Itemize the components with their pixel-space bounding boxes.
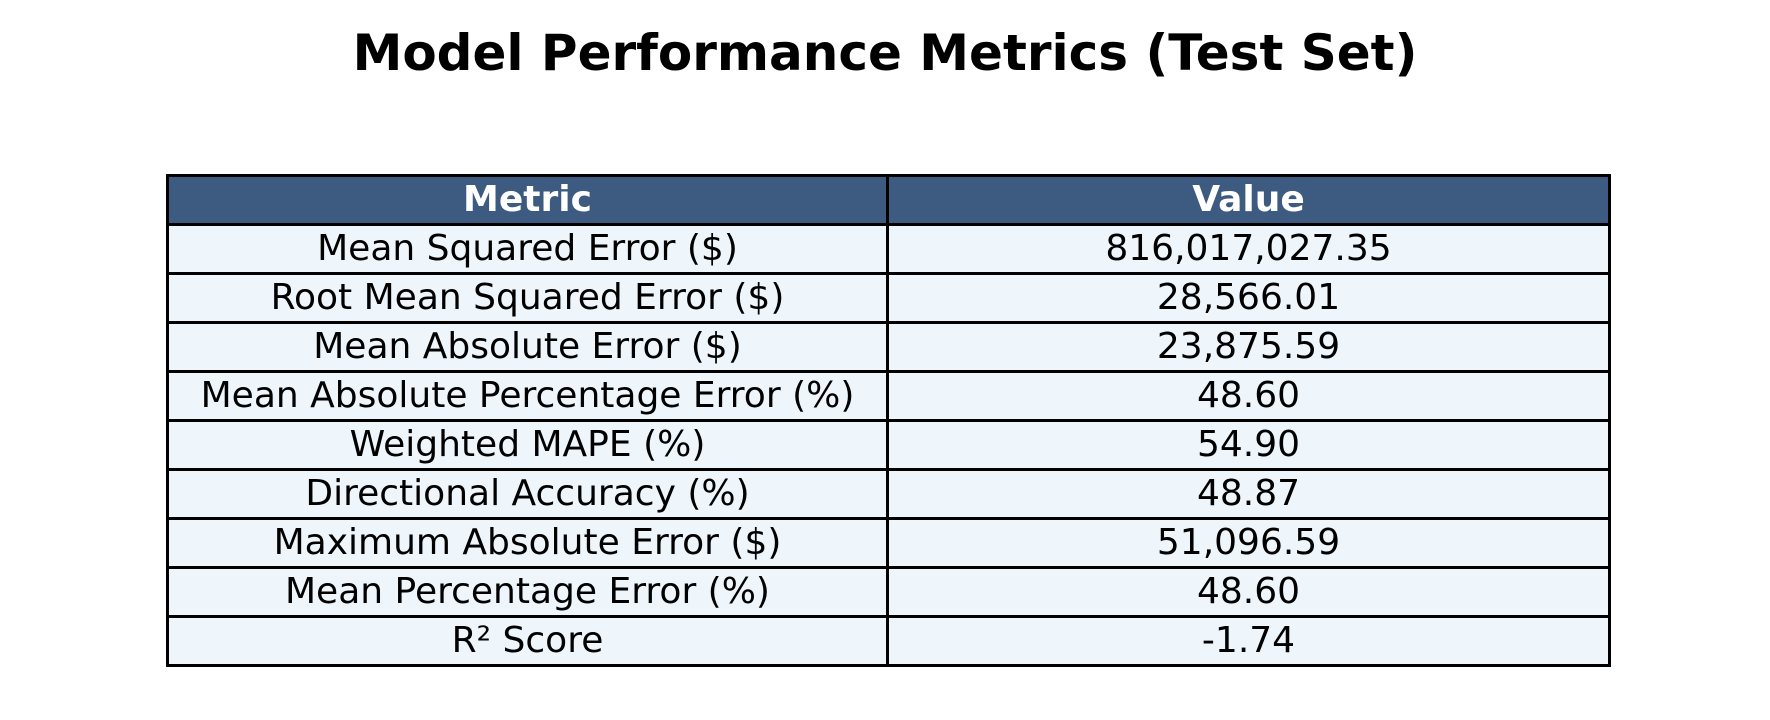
metric-name-cell: Maximum Absolute Error ($) — [166, 517, 889, 569]
metric-name-cell: Mean Absolute Error ($) — [166, 321, 889, 373]
table-row: Mean Percentage Error (%) 48.60 — [166, 566, 1611, 618]
metric-name-cell: Mean Absolute Percentage Error (%) — [166, 370, 889, 422]
metric-value-cell: 51,096.59 — [886, 517, 1611, 569]
metric-value-cell: 23,875.59 — [886, 321, 1611, 373]
table-row: Maximum Absolute Error ($) 51,096.59 — [166, 517, 1611, 569]
metric-name-cell: Weighted MAPE (%) — [166, 419, 889, 471]
metric-value-cell: 48.87 — [886, 468, 1611, 520]
column-header-value: Value — [886, 174, 1611, 226]
metric-name-cell: Root Mean Squared Error ($) — [166, 272, 889, 324]
metrics-table-container: Metric Value Mean Squared Error ($) 816,… — [166, 174, 1611, 667]
metric-value-cell: 54.90 — [886, 419, 1611, 471]
table-row: Weighted MAPE (%) 54.90 — [166, 419, 1611, 471]
metric-name-cell: Mean Percentage Error (%) — [166, 566, 889, 618]
metric-name-cell: R² Score — [166, 615, 889, 667]
metric-value-cell: -1.74 — [886, 615, 1611, 667]
metrics-table: Metric Value Mean Squared Error ($) 816,… — [166, 174, 1611, 667]
table-row: Mean Absolute Error ($) 23,875.59 — [166, 321, 1611, 373]
chart-title: Model Performance Metrics (Test Set) — [352, 24, 1418, 82]
metric-value-cell: 816,017,027.35 — [886, 223, 1611, 275]
table-row: Root Mean Squared Error ($) 28,566.01 — [166, 272, 1611, 324]
metric-name-cell: Mean Squared Error ($) — [166, 223, 889, 275]
metric-name-cell: Directional Accuracy (%) — [166, 468, 889, 520]
metric-value-cell: 28,566.01 — [886, 272, 1611, 324]
table-header-row: Metric Value — [166, 174, 1611, 226]
table-row: R² Score -1.74 — [166, 615, 1611, 667]
table-row: Mean Squared Error ($) 816,017,027.35 — [166, 223, 1611, 275]
column-header-metric: Metric — [166, 174, 889, 226]
metric-value-cell: 48.60 — [886, 370, 1611, 422]
table-row: Directional Accuracy (%) 48.87 — [166, 468, 1611, 520]
metric-value-cell: 48.60 — [886, 566, 1611, 618]
table-row: Mean Absolute Percentage Error (%) 48.60 — [166, 370, 1611, 422]
